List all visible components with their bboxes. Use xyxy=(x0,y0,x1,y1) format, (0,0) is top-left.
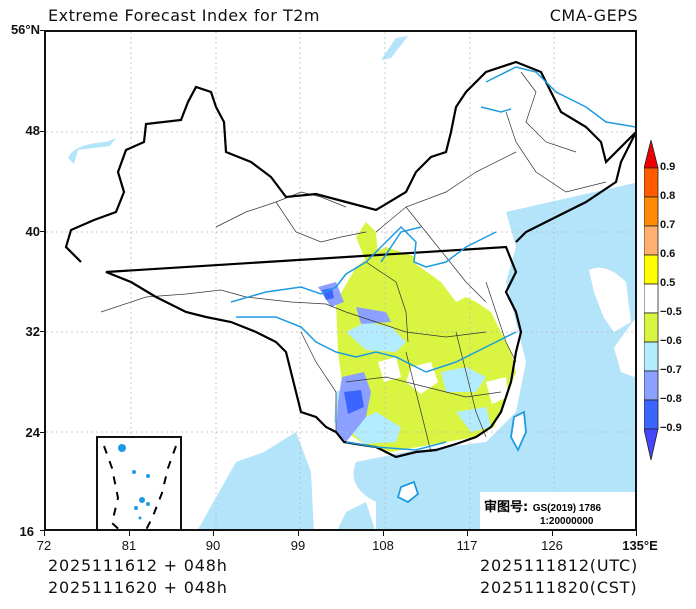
colorbar-label: −0.7 xyxy=(660,364,682,376)
colorbar-graphic xyxy=(643,139,659,461)
y-tick xyxy=(40,131,45,132)
efi-blue-field xyxy=(322,288,364,414)
init-time-utc: 2025111612 + 048h xyxy=(48,556,228,575)
colorbar-label: 0.5 xyxy=(660,277,676,289)
y-axis-label-48: 48 xyxy=(25,123,40,138)
x-axis-label-126: 126 xyxy=(541,538,563,553)
efi-neutral-holes xyxy=(378,357,508,404)
chart-title: Extreme Forecast Index for T2m xyxy=(48,6,320,25)
y-axis-label-24: 24 xyxy=(25,425,40,440)
x-tick xyxy=(636,531,637,536)
south-china-sea-inset: 1:40000000 xyxy=(96,436,182,529)
y-tick xyxy=(40,231,45,232)
efi-green-field xyxy=(336,222,516,452)
valid-time-utc: 2025111812(UTC) xyxy=(480,556,638,575)
approval-code: GS(2019) 1786 xyxy=(532,503,602,514)
x-axis-label-90: 90 xyxy=(205,538,221,553)
map-canvas xyxy=(46,32,635,529)
colorbar-label: 0.7 xyxy=(660,219,676,231)
init-time-cst: 2025111620 + 048h xyxy=(48,578,228,597)
y-axis-label-56: 56°N xyxy=(10,22,40,37)
y-tick xyxy=(40,30,45,31)
y-axis-label-16: 16 xyxy=(19,524,34,539)
colorbar-label: 0.6 xyxy=(660,248,676,260)
map-approval-box: 审图号: GS(2019) 1786 1:20000000 xyxy=(480,492,635,529)
approval-label: 审图号: xyxy=(484,500,529,515)
y-axis-label-32: 32 xyxy=(25,324,40,339)
colorbar-label: 0.9 xyxy=(660,161,676,173)
valid-time-cst: 2025111820(CST) xyxy=(480,578,638,597)
colorbar-label: 0.8 xyxy=(660,190,676,202)
ocean-field xyxy=(68,36,635,529)
colorbar-label: −0.5 xyxy=(660,306,682,318)
map-scale-label: 1:20000000 xyxy=(540,516,594,527)
y-tick xyxy=(40,331,45,332)
map-panel: 1:40000000 审图号: GS(2019) 1786 1:20000000 xyxy=(44,30,637,531)
colorbar-label: −0.9 xyxy=(660,422,682,434)
x-axis-label-108: 108 xyxy=(372,538,394,553)
rivers xyxy=(230,66,635,451)
x-axis-label-99: 99 xyxy=(290,538,306,553)
x-axis-label-135: 135°E xyxy=(622,538,658,553)
national-border xyxy=(64,60,635,459)
y-tick xyxy=(40,432,45,433)
x-axis-label-117: 117 xyxy=(456,538,478,553)
x-tick xyxy=(467,531,468,536)
inset-map xyxy=(103,444,177,529)
korea-japan-land xyxy=(589,267,635,377)
y-tick xyxy=(40,530,45,531)
colorbar-label: −0.6 xyxy=(660,335,682,347)
x-axis-label-81: 81 xyxy=(121,538,137,553)
x-axis-label-72: 72 xyxy=(36,538,52,553)
y-axis-label-40: 40 xyxy=(25,224,40,239)
x-tick xyxy=(298,531,299,536)
x-tick xyxy=(129,531,130,536)
x-tick xyxy=(552,531,553,536)
colorbar xyxy=(643,139,659,466)
x-tick xyxy=(213,531,214,536)
x-tick xyxy=(44,531,45,536)
islands xyxy=(396,410,527,504)
colorbar-label: −0.8 xyxy=(660,393,682,405)
x-tick xyxy=(383,531,384,536)
model-source-label: CMA-GEPS xyxy=(549,6,638,25)
